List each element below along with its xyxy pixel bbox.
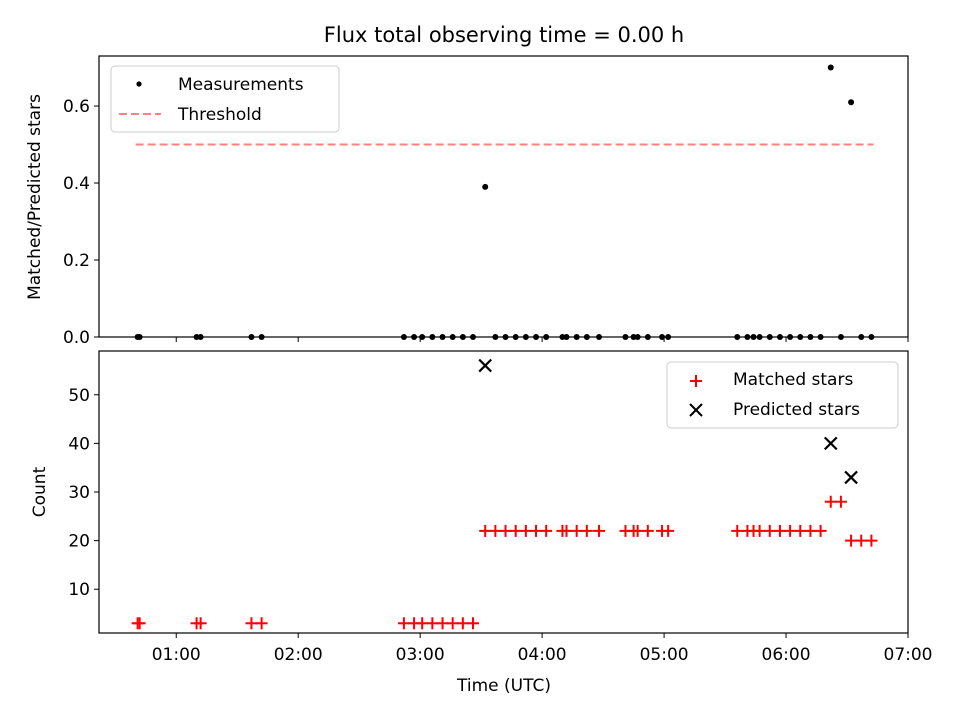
matched-stars-point: [194, 617, 207, 630]
top-legend: Measurements Threshold: [110, 65, 340, 133]
matched-stars-point: [641, 524, 654, 537]
matched-stars-point: [855, 534, 868, 547]
matched-stars-point: [593, 524, 606, 537]
x-tick-label: 03:00: [396, 645, 445, 665]
x-tick-label: 07:00: [884, 645, 933, 665]
matched-stars-point: [763, 524, 776, 537]
measurement-point: [482, 183, 489, 190]
matched-stars-point: [580, 524, 593, 537]
predicted-stars-point-b: [478, 358, 492, 373]
top-axes-frame: [98, 55, 909, 338]
x-axis-label: Time (UTC): [456, 676, 551, 696]
measurement-point: [848, 99, 855, 106]
y-tick-label: 40: [68, 434, 90, 454]
matched-stars-point: [489, 524, 502, 537]
x-tick-label: 06:00: [762, 645, 811, 665]
legend-predicted-label: Predicted stars: [733, 400, 860, 420]
matched-stars-point: [570, 524, 583, 537]
matched-stars-point: [834, 495, 847, 508]
predicted-stars-point-b: [823, 436, 838, 451]
chart-title: Flux total observing time = 0.00 h: [324, 23, 684, 47]
top-y-axis-label: Matched/Predicted stars: [25, 94, 45, 300]
matched-stars-point: [509, 524, 522, 537]
x-tick-label: 04:00: [518, 645, 567, 665]
predicted-stars-point-b: [844, 470, 858, 485]
matched-stars-point: [784, 524, 797, 537]
matched-stars-point: [245, 617, 258, 630]
matched-stars-point: [731, 524, 744, 537]
matched-stars-point: [794, 524, 807, 537]
y-tick-label: 30: [68, 483, 90, 503]
matched-stars-point: [804, 524, 817, 537]
matched-stars-point: [773, 524, 786, 537]
bottom-legend: Matched stars Predicted stars: [666, 361, 899, 429]
y-tick-label: 20: [68, 532, 90, 552]
matched-stars-point: [753, 524, 766, 537]
legend-predicted-marker: [689, 403, 703, 417]
matched-stars-point: [814, 524, 827, 537]
matched-stars-point: [519, 524, 532, 537]
predicted-stars-point: [844, 470, 858, 485]
legend-matched-label: Matched stars: [733, 370, 853, 390]
predicted-stars-point: [478, 358, 492, 373]
matched-stars-point: [540, 524, 553, 537]
matched-stars-point: [560, 524, 573, 537]
legend-threshold-label: Threshold: [177, 105, 262, 125]
y-tick-label: 0.2: [63, 251, 90, 271]
matched-stars-point: [456, 617, 469, 630]
matched-stars-point: [436, 617, 449, 630]
legend-measurements-label: Measurements: [178, 75, 304, 95]
y-tick-label: 50: [68, 386, 90, 406]
matched-stars-point: [499, 524, 512, 537]
y-tick-label: 10: [68, 580, 90, 600]
matched-stars-point: [662, 524, 675, 537]
legend-measurements-marker: [136, 81, 142, 87]
matched-stars-point: [530, 524, 543, 537]
matched-stars-point: [824, 495, 837, 508]
x-tick-label: 02:00: [274, 645, 323, 665]
matched-stars-point: [397, 617, 410, 630]
matched-stars-point: [133, 617, 146, 630]
measurement-point: [827, 64, 834, 71]
matched-stars-point: [255, 617, 268, 630]
matched-stars-point: [446, 617, 459, 630]
x-tick-label: 01:00: [152, 645, 201, 665]
y-tick-label: 0.4: [63, 174, 90, 194]
x-tick-label: 05:00: [640, 645, 689, 665]
y-tick-label: 0.0: [63, 328, 90, 348]
matched-stars-point: [845, 534, 858, 547]
matched-stars-point: [479, 524, 492, 537]
predicted-stars-point: [823, 436, 838, 451]
legend-matched-marker: [690, 375, 702, 387]
matched-stars-point: [426, 617, 439, 630]
y-tick-label: 0.6: [63, 97, 90, 117]
matched-stars-point: [416, 617, 429, 630]
matched-stars-point: [865, 534, 878, 547]
bottom-y-axis-label: Count: [30, 466, 50, 517]
matched-stars-point: [631, 524, 644, 537]
matched-stars-point: [467, 617, 480, 630]
